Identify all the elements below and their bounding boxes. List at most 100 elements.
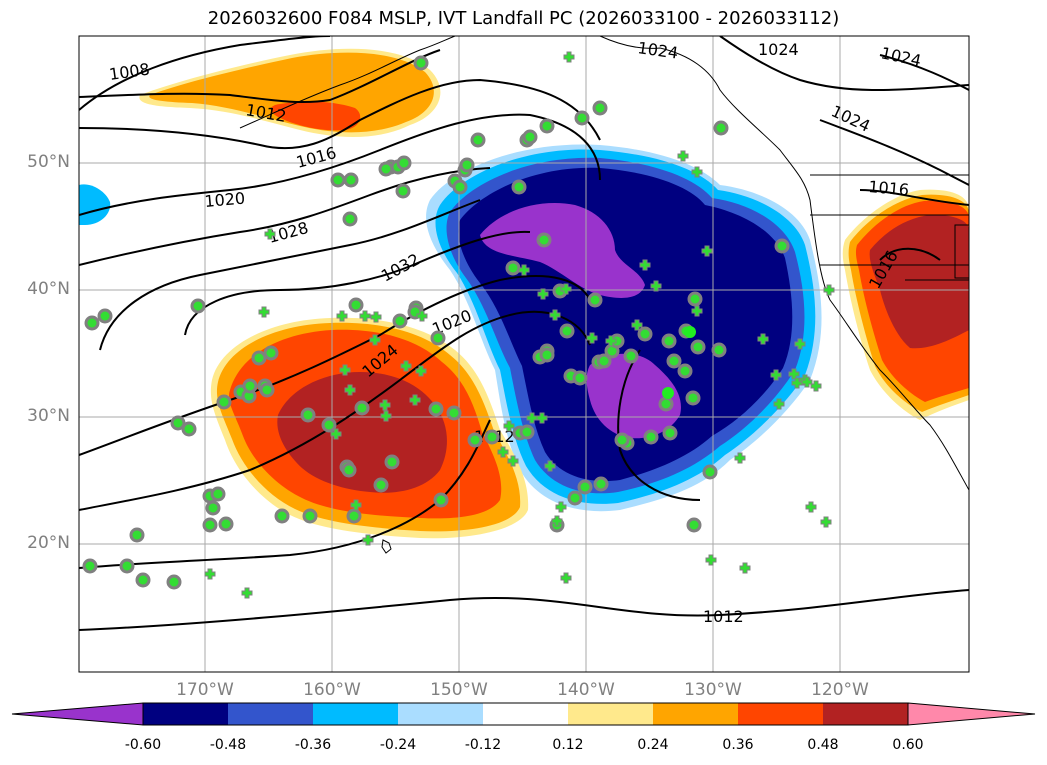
ivt-circle-marker — [395, 183, 411, 199]
lon-label: 130°W — [684, 680, 742, 700]
ivt-circle-marker — [690, 339, 706, 355]
colorbar-extend-high — [907, 702, 1036, 726]
ivt-circle-marker — [446, 405, 462, 421]
ivt-circle-marker — [321, 417, 337, 433]
ivt-cross-marker — [823, 284, 835, 296]
ivt-circle-marker — [251, 350, 267, 366]
ivt-cross-marker — [503, 420, 515, 432]
ivt-circle-marker — [392, 313, 408, 329]
ivt-circle-marker — [84, 315, 100, 331]
map-frame — [78, 35, 970, 673]
ivt-cross-marker — [536, 412, 548, 424]
ivt-circle-marker — [677, 363, 693, 379]
shading-layer — [79, 48, 969, 539]
ivt-cross-marker — [794, 338, 806, 350]
colorbar-tick-label: 0.36 — [722, 737, 754, 753]
colorbar-tick-label: 0.48 — [807, 737, 839, 753]
ivt-circle-marker — [643, 429, 659, 445]
ivt-circle-marker — [430, 330, 446, 346]
ivt-circle-marker — [205, 500, 221, 516]
ivt-circle-marker — [413, 55, 429, 71]
ivt-circle-marker — [593, 476, 609, 492]
ivt-circle-marker — [637, 326, 653, 342]
ivt-circle-marker — [484, 429, 500, 445]
ivt-circle-marker — [300, 407, 316, 423]
ivt-circle-marker — [467, 432, 483, 448]
lat-label: 20°N — [27, 533, 70, 553]
colorbar-segment — [483, 703, 568, 725]
colorbar-segment — [228, 703, 313, 725]
ivt-circle-marker — [259, 382, 275, 398]
ivt-circle-marker — [242, 378, 258, 394]
ivt-cross-marker — [380, 410, 392, 422]
neg-shade-purple-north — [480, 203, 645, 298]
ivt-cross-marker — [788, 368, 800, 380]
ivt-circle-marker — [577, 479, 593, 495]
ivt-cross-marker — [639, 259, 651, 271]
ivt-circle-marker — [302, 508, 318, 524]
coastlines — [239, 36, 969, 554]
ivt-circle-marker — [614, 432, 630, 448]
ivt-circle-marker — [596, 353, 612, 369]
colorbar-tick-label: 0.24 — [637, 737, 669, 753]
ivt-cross-marker — [518, 264, 530, 276]
lon-label: 120°W — [811, 680, 869, 700]
isobar-label: 1012 — [703, 607, 744, 626]
ivt-circle-marker — [82, 558, 98, 574]
ivt-circle-marker — [373, 477, 389, 493]
ivt-cross-marker — [526, 412, 538, 424]
lon-label: 150°W — [430, 680, 488, 700]
ivt-circle-marker — [658, 396, 674, 412]
ivt-cross-marker — [650, 280, 662, 292]
isobar-label: 1020 — [204, 189, 246, 211]
ivt-cross-marker — [330, 428, 342, 440]
ivt-cross-marker — [560, 283, 572, 295]
colorbar-tick-label: -0.24 — [379, 737, 417, 753]
ivt-circle-marker — [348, 297, 364, 313]
gridlines — [79, 36, 969, 672]
colorbar-tick-label: -0.60 — [124, 737, 162, 753]
ivt-circle-marker — [119, 558, 135, 574]
ivt-circle-marker — [452, 179, 468, 195]
ivt-cross-marker — [416, 310, 428, 322]
ivt-highlight-marker — [662, 387, 674, 399]
ivt-circle-marker — [559, 323, 575, 339]
ivt-circle-marker — [341, 462, 357, 478]
ivt-cross-marker — [537, 288, 549, 300]
ivt-circle-marker — [343, 172, 359, 188]
ivt-cross-marker — [560, 572, 572, 584]
lon-label: 160°W — [303, 680, 361, 700]
ivt-cross-marker — [369, 334, 381, 346]
ivt-cross-marker — [739, 562, 751, 574]
isobar-label: 1008 — [108, 59, 151, 83]
ivt-circle-marker — [567, 490, 583, 506]
ivt-circle-marker — [661, 333, 677, 349]
colorbar-segment — [398, 703, 483, 725]
ivt-cross-marker — [773, 398, 785, 410]
colorbar-extend-low — [11, 702, 144, 726]
isobar-label: 1032 — [378, 250, 423, 286]
ivt-cross-marker — [820, 516, 832, 528]
pos-shade-orange-north — [149, 52, 434, 133]
isobar-label: 1024 — [879, 43, 923, 70]
ivt-circle-marker — [536, 232, 552, 248]
ivt-circle-marker — [539, 118, 555, 134]
ivt-circle-marker — [216, 394, 232, 410]
colorbar-tick-label: -0.48 — [209, 737, 247, 753]
neg-shade-west-edge — [79, 184, 111, 225]
ivt-circle-marker — [519, 424, 535, 440]
ivt-circle-marker — [662, 425, 678, 441]
ivt-circle-marker — [170, 415, 186, 431]
ivt-cross-marker — [379, 399, 391, 411]
ivt-circle-marker — [330, 172, 346, 188]
colorbar-segment — [653, 703, 738, 725]
ivt-circle-marker — [190, 298, 206, 314]
pos-shade-darkred-central — [277, 372, 447, 493]
ivt-cross-marker — [362, 534, 374, 546]
ivt-circle-marker — [539, 347, 555, 363]
ivt-circle-marker — [666, 353, 682, 369]
ivt-cross-marker — [544, 460, 556, 472]
ivt-cross-marker — [409, 394, 421, 406]
ivt-circle-marker — [210, 486, 226, 502]
